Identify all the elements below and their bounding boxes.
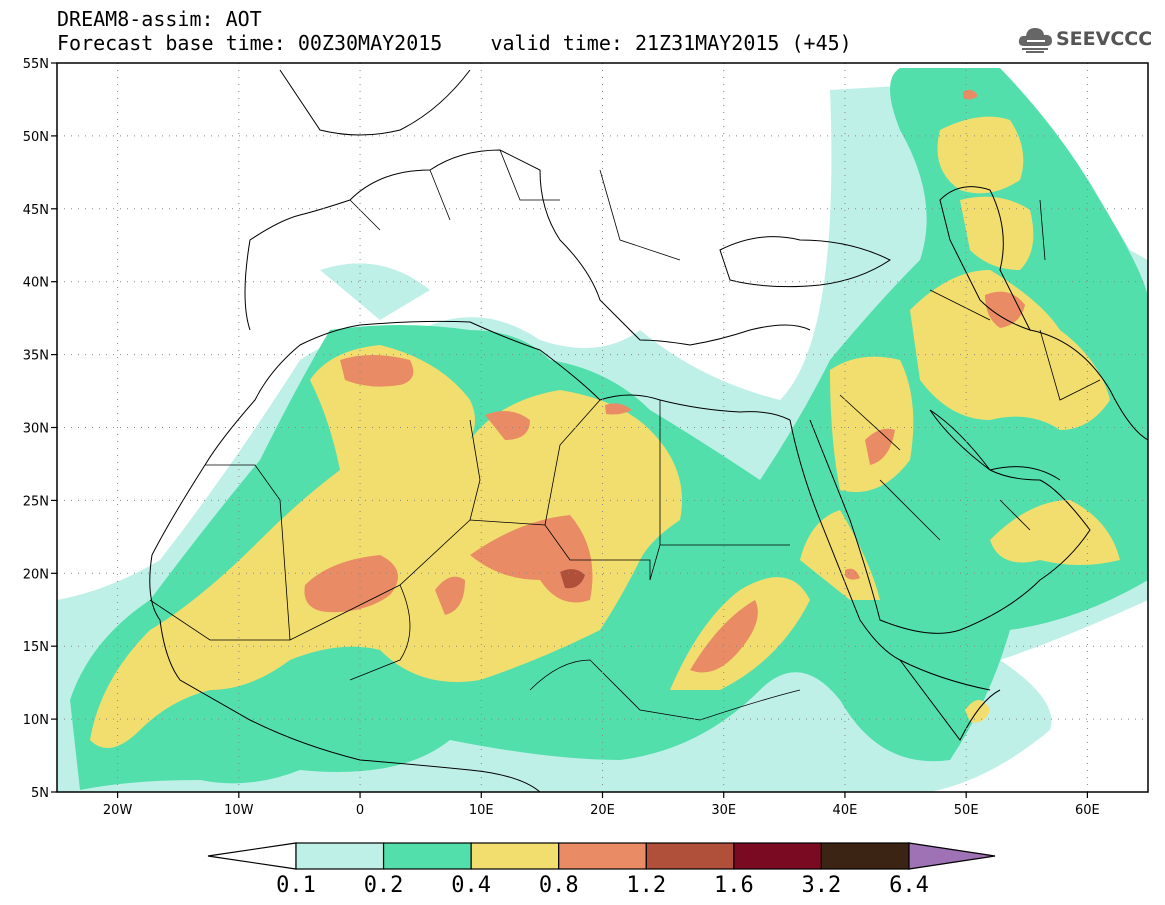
coast-iran bbox=[1029, 329, 1148, 441]
colorbar-label: 0.4 bbox=[451, 873, 491, 898]
map-subtitle: Forecast base time: 00Z30MAY2015 valid t… bbox=[57, 31, 852, 55]
contour-0-8-eritrea bbox=[845, 568, 860, 580]
border-line bbox=[149, 584, 411, 681]
lat-tick-label: 40N bbox=[23, 276, 49, 291]
colorbar-label: 0.1 bbox=[276, 873, 316, 898]
contour-0-4-iran bbox=[910, 270, 1110, 430]
lon-tick-label: 0 bbox=[356, 803, 364, 818]
aot-contours bbox=[57, 68, 1148, 792]
coast-scandinavia bbox=[279, 69, 471, 136]
colorbar-label: 1.2 bbox=[626, 873, 666, 898]
coast-black-sea bbox=[719, 236, 891, 288]
contour-0-4 bbox=[90, 345, 682, 748]
plot-area: 55N 50N 45N 40N 35N 30N 25N 20N 15N 10N 5N 20W 10W 0 1… bbox=[23, 57, 1149, 818]
colorbar-box bbox=[820, 842, 910, 870]
lon-tick-label: 10E bbox=[469, 803, 494, 818]
contour-0-1-med bbox=[320, 263, 430, 320]
lat-tick-label: 15N bbox=[23, 640, 49, 655]
lon-tick-label: 40E bbox=[833, 803, 858, 818]
coast-persian-gulf bbox=[929, 409, 1061, 481]
border-line bbox=[529, 659, 801, 721]
lon-tick-label: 30E bbox=[711, 803, 736, 818]
contour-0-4-redsea bbox=[800, 510, 880, 600]
contour-0-8-sudan bbox=[690, 600, 758, 673]
lon-tick-label: 20E bbox=[590, 803, 615, 818]
coast-horn-africa bbox=[899, 659, 1001, 741]
colorbar-box bbox=[470, 842, 560, 870]
contour-0-8-libya-ne bbox=[605, 403, 632, 415]
cloud-icon bbox=[1018, 28, 1052, 53]
coast-arabia bbox=[809, 409, 1091, 634]
colorbar-box bbox=[645, 842, 735, 870]
coast-north-africa bbox=[299, 320, 791, 421]
contour-1-2-chad bbox=[560, 569, 585, 589]
border-line bbox=[929, 199, 1101, 401]
border-line bbox=[469, 399, 601, 526]
colorbar-high-arrow bbox=[908, 842, 996, 870]
map-grid bbox=[57, 63, 1148, 792]
lon-tick-label: 10W bbox=[224, 803, 254, 818]
contour-0-8-chad bbox=[470, 515, 593, 603]
country-borders bbox=[149, 149, 1101, 721]
colorbar-label: 0.2 bbox=[364, 873, 404, 898]
lat-tick-label: 20N bbox=[23, 567, 49, 582]
lat-tick-label: 5N bbox=[31, 786, 49, 801]
coast-europe bbox=[244, 149, 811, 346]
coast-red-sea bbox=[789, 419, 991, 691]
map-title: DREAM8-assim: AOT bbox=[57, 7, 262, 31]
contour-0-8-algeria bbox=[340, 355, 414, 387]
lon-tick-label: 60E bbox=[1075, 803, 1100, 818]
lon-tick-label: 50E bbox=[954, 803, 979, 818]
border-line bbox=[839, 394, 1031, 541]
coastlines bbox=[149, 69, 1148, 792]
lat-tick-label: 25N bbox=[23, 494, 49, 509]
contour-0-8-russia bbox=[963, 89, 978, 100]
border-line bbox=[649, 400, 790, 581]
colorbar-box bbox=[733, 842, 823, 870]
contour-0-8-libya bbox=[485, 411, 530, 440]
axis-ticks: 55N 50N 45N 40N 35N 30N 25N 20N 15N 10N 5N 20W 10W 0 1… bbox=[23, 57, 1100, 818]
colorbar-label: 6.4 bbox=[889, 873, 929, 898]
colorbar-box bbox=[558, 842, 647, 870]
colorbar-box bbox=[382, 842, 472, 870]
lon-tick-label: 20W bbox=[103, 803, 133, 818]
border-line bbox=[349, 149, 681, 261]
seevccc-logo: SEEVCCC bbox=[1018, 22, 1153, 56]
lat-tick-label: 35N bbox=[23, 349, 49, 364]
contour-0-8-niger bbox=[435, 576, 465, 615]
lat-tick-label: 30N bbox=[23, 422, 49, 437]
colorbar-label: 0.8 bbox=[539, 873, 579, 898]
lat-tick-label: 10N bbox=[23, 713, 49, 728]
contour-0-4-caspian bbox=[937, 116, 1024, 194]
border-line bbox=[205, 464, 651, 641]
colorbar-low-arrow bbox=[207, 842, 297, 870]
colorbar-label: 1.6 bbox=[714, 873, 754, 898]
lat-tick-label: 45N bbox=[23, 203, 49, 218]
lat-tick-label: 55N bbox=[23, 57, 49, 72]
colorbar-label: 3.2 bbox=[802, 873, 842, 898]
colorbar-box bbox=[295, 842, 385, 870]
contour-0-8-arabia bbox=[865, 428, 895, 465]
contour-0-4-oman bbox=[990, 500, 1120, 565]
contour-0-4-caspian-s bbox=[960, 196, 1034, 270]
coast-west-africa bbox=[149, 344, 541, 792]
lat-tick-label: 50N bbox=[23, 130, 49, 145]
coast-caspian bbox=[939, 186, 1031, 331]
logo-text: SEEVCCC bbox=[1056, 28, 1153, 50]
colorbar: 0.1 0.2 0.4 0.8 1.2 1.6 3.2 6.4 bbox=[207, 842, 996, 898]
